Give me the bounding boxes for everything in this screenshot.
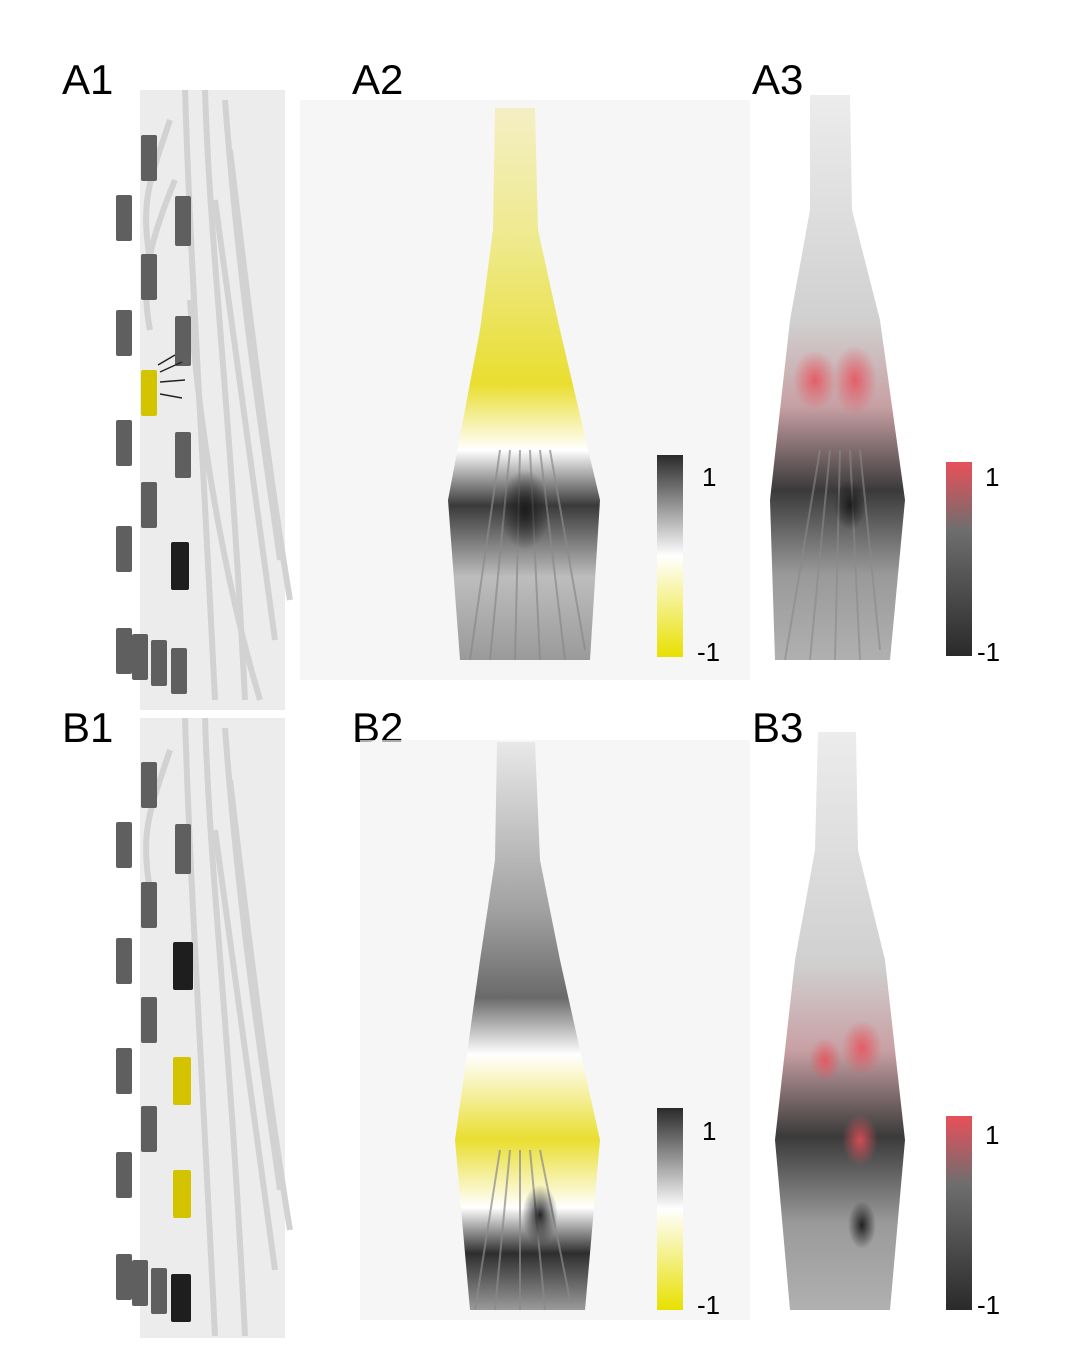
activation-positive — [842, 1020, 882, 1076]
colorbar-b3-max-label: 1 — [985, 1120, 1000, 1150]
colorbar-a2 — [657, 455, 683, 657]
cathode-contact — [171, 1274, 191, 1322]
nerve-rootlets — [143, 717, 293, 1337]
activation-negative — [834, 480, 866, 530]
panel-label-a3: A3 — [752, 56, 804, 103]
panel-a3-model — [770, 95, 972, 661]
activation-positive — [793, 350, 837, 410]
current-arrows — [157, 354, 186, 399]
electrode-contacts — [116, 135, 191, 694]
panel-a1-model — [116, 89, 293, 710]
anode-contact — [173, 1170, 191, 1218]
panel-label-b1: B1 — [62, 704, 114, 751]
activation-hotspot — [522, 1185, 558, 1245]
cathode-contact — [171, 542, 189, 590]
colorbar-a2-min-label: -1 — [697, 637, 721, 667]
anode-contact — [173, 1057, 191, 1105]
rootlet-strands — [784, 449, 881, 661]
colorbar-b2 — [657, 1108, 683, 1310]
colorbar-a3-min-label: -1 — [977, 637, 1001, 667]
activation-hotspot — [500, 470, 550, 550]
panel-a2-model — [300, 100, 750, 680]
colorbar-b2-max-label: 1 — [702, 1116, 717, 1146]
spinal-cord — [775, 732, 905, 1310]
colorbar-a2-max-label: 1 — [702, 462, 717, 492]
activation-positive — [809, 1038, 841, 1082]
panel-b1-model — [116, 717, 293, 1338]
spinal-cord — [455, 742, 600, 1310]
panel-label-a2: A2 — [352, 56, 404, 103]
cathode-contact — [173, 942, 193, 990]
colorbar-b3-min-label: -1 — [977, 1290, 1001, 1320]
electrode-contacts — [116, 762, 191, 1314]
colorbar-b3 — [946, 1116, 972, 1310]
nerve-rootlets — [143, 89, 293, 701]
panel-b3-model — [775, 732, 972, 1310]
activation-negative — [848, 1201, 876, 1249]
colorbar-a3 — [946, 462, 972, 656]
rootlet-strands — [469, 449, 586, 661]
panel-label-a1: A1 — [62, 56, 114, 103]
panel-b2-model — [360, 740, 750, 1320]
colorbar-a3-max-label: 1 — [985, 462, 1000, 492]
colorbar-b2-min-label: -1 — [697, 1290, 721, 1320]
anode-contact — [141, 370, 157, 416]
activation-positive — [833, 345, 877, 415]
activation-positive — [842, 1114, 878, 1166]
panel-label-b3: B3 — [752, 704, 804, 751]
